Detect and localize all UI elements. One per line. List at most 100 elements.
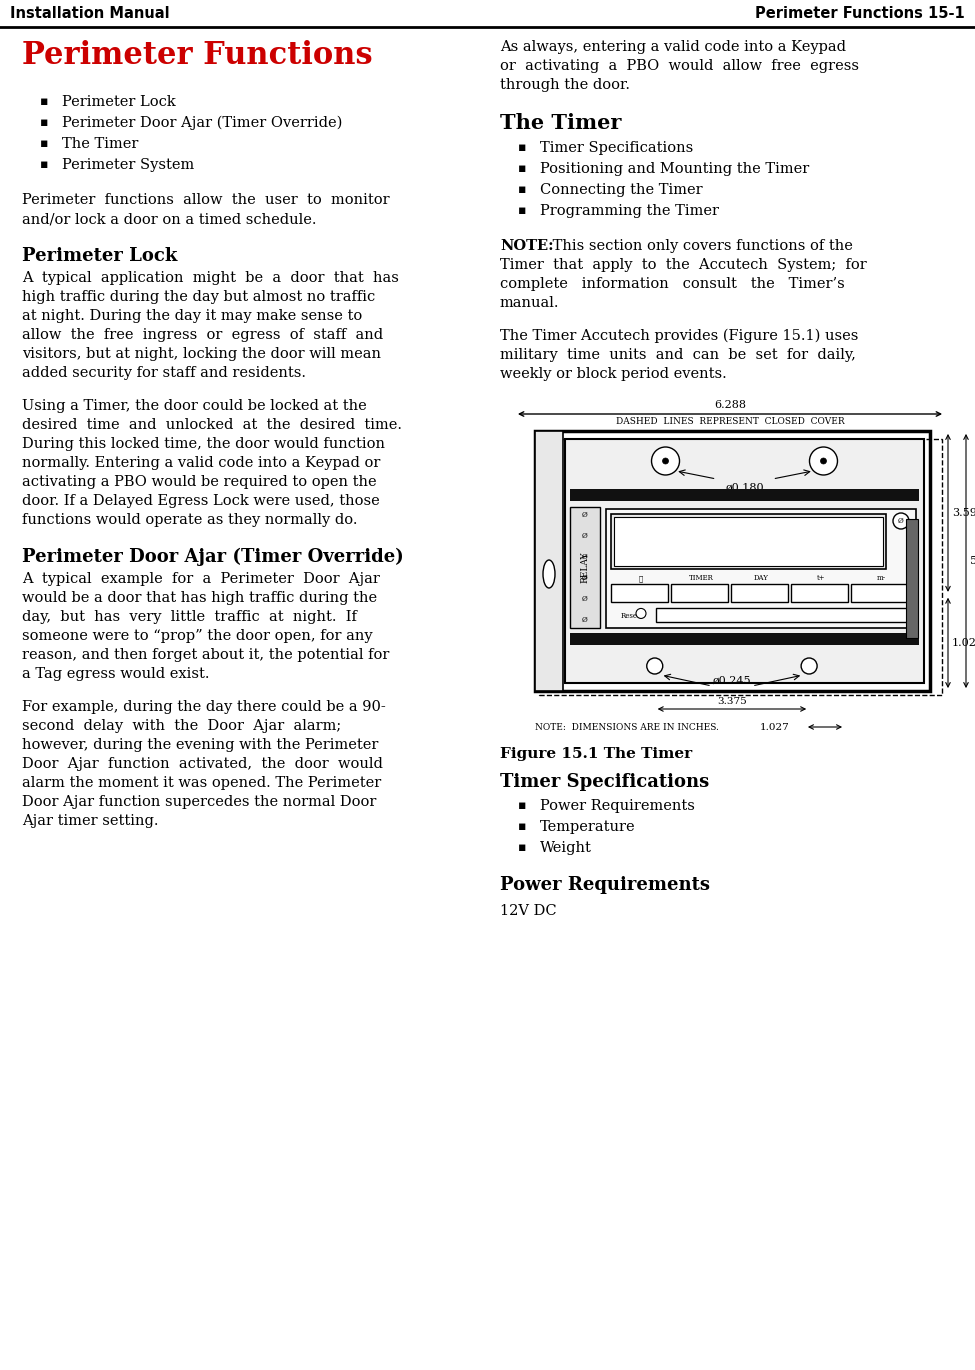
Text: through the door.: through the door. [500,78,630,92]
Text: NOTE:: NOTE: [500,238,554,253]
Bar [606,510,916,627]
Text: or  activating  a  PBO  would  allow  free  egress: or activating a PBO would allow free egr… [500,59,859,73]
Bar [535,432,563,690]
Text: normally. Entering a valid code into a Keypad or: normally. Entering a valid code into a K… [22,456,380,470]
Text: 12V DC: 12V DC [500,904,557,918]
Text: ▪: ▪ [40,137,49,149]
Text: Ø: Ø [582,511,588,519]
Bar [611,585,668,603]
Text: 3.375: 3.375 [717,697,747,706]
Circle shape [646,658,663,674]
Text: Perimeter  functions  allow  the  user  to  monitor: Perimeter functions allow the user to mo… [22,193,390,207]
Text: Power Requirements: Power Requirements [500,875,710,895]
Text: Door Ajar function supercedes the normal Door: Door Ajar function supercedes the normal… [22,795,376,810]
Bar [851,585,908,603]
Text: a Tag egress would exist.: a Tag egress would exist. [22,667,210,681]
Text: Ajar timer setting.: Ajar timer setting. [22,814,159,827]
Text: would be a door that has high traffic during the: would be a door that has high traffic du… [22,590,377,606]
Text: RELAY: RELAY [580,552,590,584]
Text: however, during the evening with the Perimeter: however, during the evening with the Per… [22,738,378,752]
Text: A  typical  application  might  be  a  door  that  has: A typical application might be a door th… [22,271,399,285]
Text: Perimeter Lock: Perimeter Lock [22,247,177,264]
Text: During this locked time, the door would function: During this locked time, the door would … [22,437,385,451]
Text: m-: m- [877,574,885,582]
Text: and/or lock a door on a timed schedule.: and/or lock a door on a timed schedule. [22,212,317,226]
Text: someone were to “prop” the door open, for any: someone were to “prop” the door open, fo… [22,629,372,643]
Text: Ø: Ø [582,595,588,603]
Text: The Timer: The Timer [500,112,621,133]
Text: day,  but  has  very  little  traffic  at  night.  If: day, but has very little traffic at nigh… [22,610,357,623]
Text: t+: t+ [817,574,825,582]
Circle shape [809,447,838,475]
Text: Programming the Timer: Programming the Timer [540,204,719,218]
Circle shape [663,458,669,464]
Text: ①: ① [639,574,644,582]
Text: The Timer Accutech provides (Figure 15.1) uses: The Timer Accutech provides (Figure 15.1… [500,329,858,344]
Circle shape [636,608,646,618]
Text: ø0.245: ø0.245 [713,675,752,686]
Text: 5.674: 5.674 [970,556,975,566]
Text: Ø: Ø [582,532,588,540]
Text: at night. During the day it may make sense to: at night. During the day it may make sen… [22,310,363,323]
Text: ▪: ▪ [40,95,49,108]
Text: Weight: Weight [540,841,592,855]
Text: ▪: ▪ [518,821,526,833]
Text: desired  time  and  unlocked  at  the  desired  time.: desired time and unlocked at the desired… [22,418,402,432]
Text: alarm the moment it was opened. The Perimeter: alarm the moment it was opened. The Peri… [22,775,381,790]
Text: DAY: DAY [754,574,768,582]
Text: activating a PBO would be required to open the: activating a PBO would be required to op… [22,475,376,489]
Bar [906,519,918,638]
Text: reason, and then forget about it, the potential for: reason, and then forget about it, the po… [22,648,389,662]
Text: added security for staff and residents.: added security for staff and residents. [22,366,306,379]
Bar [539,438,942,695]
Text: Figure 15.1 The Timer: Figure 15.1 The Timer [500,747,692,760]
Text: Perimeter Lock: Perimeter Lock [62,95,176,110]
Text: 1.027: 1.027 [760,723,790,732]
Text: Perimeter Functions: Perimeter Functions [22,40,372,71]
Bar [570,633,919,645]
Text: ▪: ▪ [518,184,526,196]
Text: high traffic during the day but almost no traffic: high traffic during the day but almost n… [22,290,375,304]
Text: Positioning and Mounting the Timer: Positioning and Mounting the Timer [540,162,809,175]
Text: functions would operate as they normally do.: functions would operate as they normally… [22,512,358,527]
Text: Installation Manual: Installation Manual [10,5,170,21]
Text: NOTE:  DIMENSIONS ARE IN INCHES.: NOTE: DIMENSIONS ARE IN INCHES. [535,723,719,732]
Text: Perimeter System: Perimeter System [62,158,194,173]
Bar [791,585,848,603]
Bar [611,514,886,569]
Text: Reset: Reset [621,612,641,621]
Text: DASHED  LINES  REPRESENT  CLOSED  COVER: DASHED LINES REPRESENT CLOSED COVER [615,416,844,426]
Text: Ø: Ø [898,516,904,525]
Bar [614,516,883,566]
Text: ø0.180: ø0.180 [725,484,763,493]
Text: complete   information   consult   the   Timer’s: complete information consult the Timer’s [500,277,844,290]
Text: Connecting the Timer: Connecting the Timer [540,184,703,197]
Text: Timer Specifications: Timer Specifications [540,141,693,155]
Bar [570,507,600,627]
Text: ▪: ▪ [518,841,526,854]
Circle shape [821,458,827,464]
Text: Perimeter Door Ajar (Timer Override): Perimeter Door Ajar (Timer Override) [62,116,342,130]
Text: For example, during the day there could be a 90-: For example, during the day there could … [22,700,386,714]
Text: ▪: ▪ [40,158,49,171]
Text: ▪: ▪ [518,162,526,175]
Text: Perimeter Door Ajar (Timer Override): Perimeter Door Ajar (Timer Override) [22,548,404,566]
Bar [656,608,911,622]
Bar [535,432,930,690]
Bar [671,585,728,603]
Text: TIMER: TIMER [688,574,714,582]
Text: Perimeter Functions 15-1: Perimeter Functions 15-1 [756,5,965,21]
Text: A  typical  example  for  a  Perimeter  Door  Ajar: A typical example for a Perimeter Door A… [22,573,380,586]
Text: 3.595: 3.595 [952,508,975,518]
Circle shape [893,512,909,529]
Text: The Timer: The Timer [62,137,138,151]
Text: weekly or block period events.: weekly or block period events. [500,367,726,381]
Text: ▪: ▪ [518,799,526,812]
Text: 6.288: 6.288 [714,400,746,410]
Text: Timer  that  apply  to  the  Accutech  System;  for: Timer that apply to the Accutech System;… [500,258,867,273]
Circle shape [801,658,817,674]
Bar [731,585,788,603]
Bar [565,438,924,684]
Text: ▪: ▪ [518,141,526,153]
Text: Power Requirements: Power Requirements [540,799,695,812]
